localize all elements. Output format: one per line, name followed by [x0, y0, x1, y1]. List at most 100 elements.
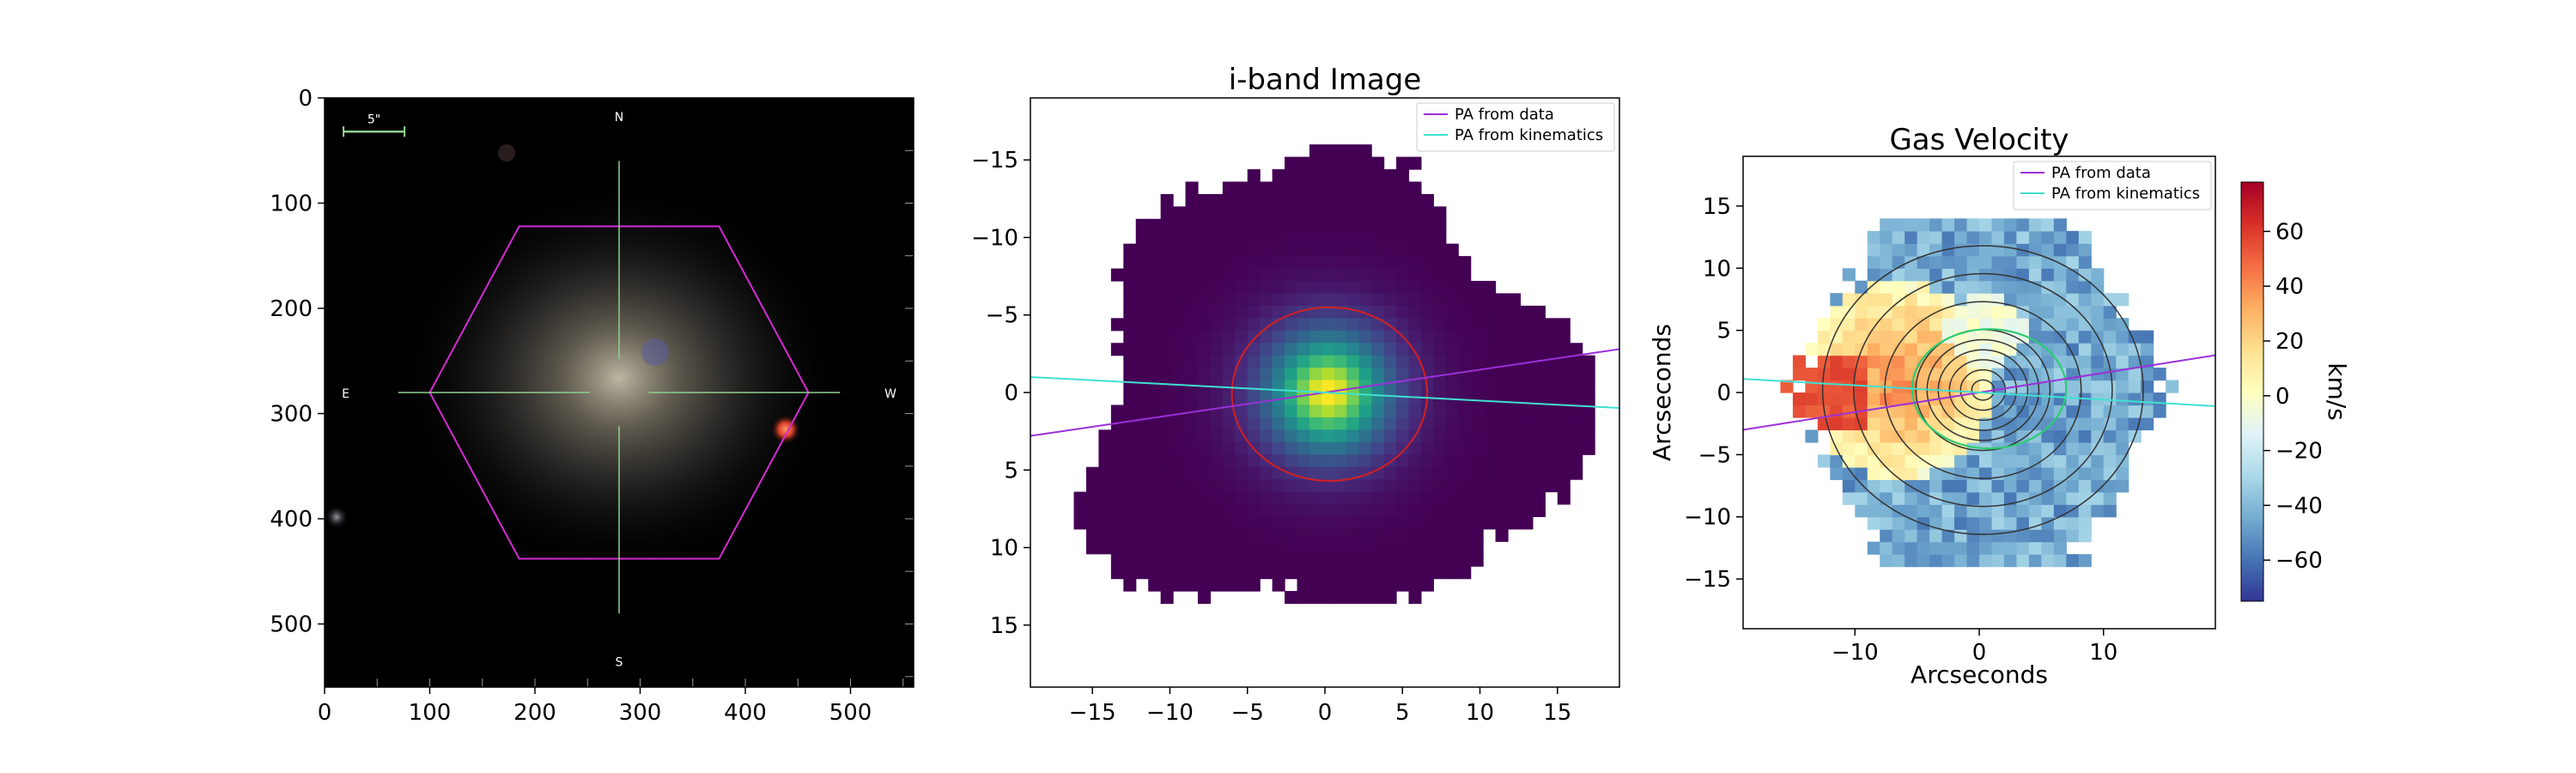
- velocity-pixel: [1905, 218, 1918, 232]
- velocity-pixel: [1880, 466, 1893, 480]
- velocity-pixel: [1817, 380, 1831, 393]
- iband-pixel: [1570, 405, 1583, 418]
- velocity-pixel: [1780, 380, 1794, 393]
- iband-pixel: [1309, 256, 1322, 270]
- velocity-pixel: [2016, 318, 2030, 332]
- velocity-pixel: [2153, 368, 2166, 381]
- velocity-pixel: [1805, 393, 1819, 406]
- velocity-pixel: [1842, 479, 1856, 493]
- iband-pixel: [1557, 318, 1571, 332]
- velocity-pixel: [1830, 380, 1844, 393]
- velocity-pixel: [2028, 541, 2042, 555]
- iband-pixel: [1260, 218, 1273, 232]
- iband-pixel: [1235, 417, 1249, 430]
- iband-pixel: [1433, 479, 1447, 493]
- velocity-pixel: [1880, 454, 1893, 468]
- iband-pixel: [1408, 516, 1422, 530]
- iband-pixel: [1321, 206, 1335, 220]
- iband-pixel: [1197, 268, 1212, 282]
- iband-pixel: [1470, 466, 1484, 480]
- iband-pixel: [1346, 566, 1360, 580]
- velocity-pixel: [1892, 293, 1905, 307]
- velocity-pixel: [2003, 268, 2018, 282]
- iband-pixel: [1272, 578, 1285, 592]
- iband-pixel: [1222, 466, 1236, 480]
- iband-pixel: [1185, 553, 1199, 567]
- iband-pixel: [1222, 343, 1236, 356]
- iband-pixel: [1173, 528, 1187, 542]
- iband-pixel: [1383, 503, 1397, 518]
- velocity-pixel: [1905, 305, 1918, 319]
- iband-pixel: [1135, 566, 1149, 580]
- velocity-pixel: [1929, 479, 1943, 493]
- iband-xtick-label: 5: [1395, 700, 1410, 726]
- iband-pixel: [1321, 516, 1335, 530]
- iband-pixel: [1197, 293, 1212, 307]
- iband-pixel: [1557, 343, 1571, 356]
- velocity-pixel: [2066, 318, 2080, 332]
- iband-pixel: [1408, 231, 1422, 245]
- iband-pixel: [1371, 591, 1385, 605]
- iband-pixel: [1445, 479, 1459, 493]
- velocity-pixel: [2041, 541, 2055, 555]
- velocity-legend-box: [2013, 161, 2212, 210]
- iband-pixel: [1260, 405, 1273, 418]
- iband-pixel: [1445, 256, 1459, 270]
- iband-pixel: [1420, 528, 1434, 542]
- iband-pixel: [1420, 491, 1434, 505]
- iband-pixel: [1371, 405, 1385, 418]
- iband-pixel: [1285, 181, 1298, 195]
- iband-pixel: [1321, 503, 1335, 518]
- iband-pixel: [1272, 503, 1285, 518]
- iband-pixel: [1458, 479, 1472, 493]
- iband-pixel: [1408, 441, 1422, 455]
- iband-pixel: [1272, 553, 1285, 567]
- velocity-pixel: [1867, 491, 1880, 505]
- velocity-pixel: [2053, 541, 2067, 555]
- velocity-pixel: [1842, 441, 1856, 455]
- iband-pixel: [1420, 503, 1434, 518]
- velocity-pixel: [2128, 330, 2142, 344]
- velocity-xtick-label: −10: [1832, 640, 1879, 666]
- iband-pixel: [1135, 256, 1149, 270]
- velocity-pixel: [1817, 330, 1831, 344]
- iband-pixel: [1309, 268, 1322, 282]
- velocity-pixel: [1991, 305, 2005, 319]
- iband-pixel: [1321, 566, 1335, 580]
- iband-pixel: [1148, 256, 1162, 270]
- velocity-pixel: [1867, 429, 1880, 443]
- iband-pixel: [1210, 441, 1224, 455]
- iband-pixel: [1483, 393, 1497, 406]
- iband-pixel: [1433, 417, 1447, 430]
- iband-pixel: [1148, 466, 1162, 480]
- iband-pixel: [1433, 503, 1447, 518]
- iband-pixel: [1495, 466, 1509, 480]
- iband-pixel: [1098, 516, 1112, 530]
- velocity-pixel: [1991, 491, 2005, 505]
- iband-pixel: [1334, 541, 1347, 555]
- iband-pixel: [1458, 368, 1472, 381]
- iband-pixel: [1235, 256, 1249, 270]
- iband-pixel: [1433, 368, 1447, 381]
- iband-pixel: [1495, 417, 1509, 430]
- iband-pixel: [1210, 293, 1224, 307]
- iband-pixel: [1508, 491, 1522, 505]
- velocity-pixel: [1867, 293, 1880, 307]
- iband-pixel: [1309, 491, 1322, 505]
- velocity-pixel: [1966, 230, 1980, 244]
- velocity-pixel: [2066, 393, 2080, 406]
- iband-pixel: [1458, 503, 1472, 518]
- velocity-pixel: [1867, 255, 1880, 269]
- iband-pixel: [1470, 516, 1484, 530]
- iband-pixel: [1309, 169, 1322, 183]
- velocity-pixel: [2016, 230, 2030, 244]
- iband-pixel: [1532, 466, 1546, 480]
- iband-pixel: [1582, 393, 1595, 406]
- iband-pixel: [1210, 429, 1224, 443]
- velocity-pixel: [1979, 554, 1993, 568]
- velocity-pixel: [1979, 280, 1993, 294]
- velocity-pixel: [2016, 380, 2030, 393]
- iband-pixel: [1235, 454, 1249, 468]
- iband-pixel: [1383, 256, 1397, 270]
- iband-pixel: [1235, 479, 1249, 493]
